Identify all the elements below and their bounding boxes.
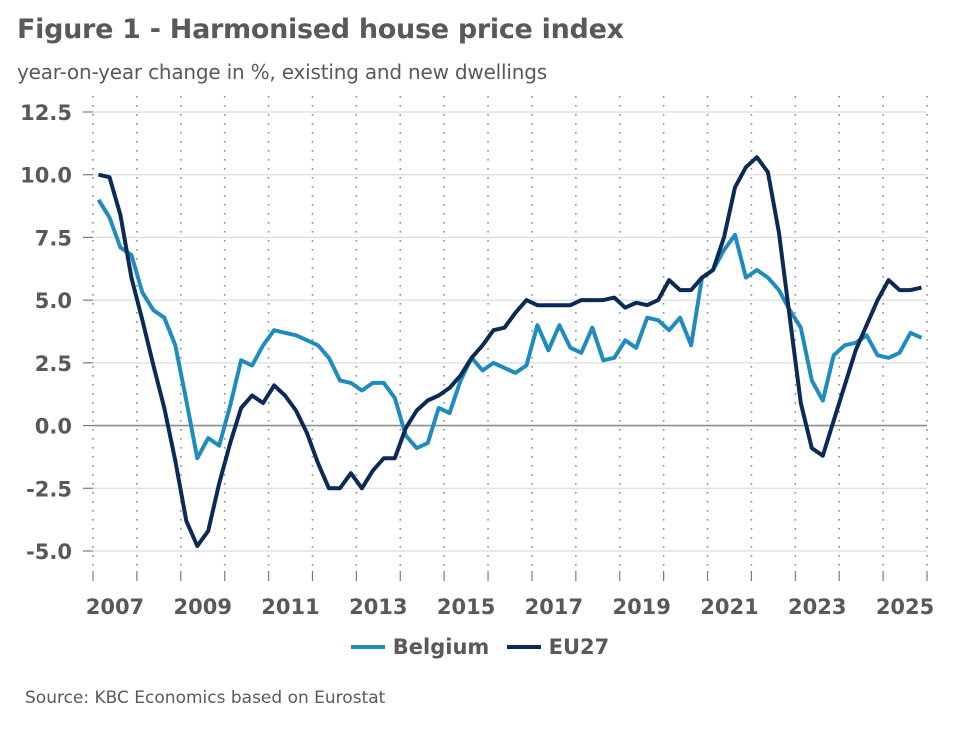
x-tick-label: 2019 (612, 595, 670, 619)
x-tick-label: 2011 (261, 595, 319, 619)
x-tick-label: 2015 (437, 595, 495, 619)
series-line-eu27 (98, 155, 922, 548)
y-tick-label: -2.5 (26, 477, 72, 501)
y-tick-label: 12.5 (20, 101, 72, 125)
legend-label-eu27: EU27 (548, 635, 610, 659)
y-tick-label: 5.0 (35, 289, 72, 313)
x-tick-label: 2017 (525, 595, 583, 619)
chart-subtitle: year-on-year change in %, existing and n… (17, 60, 547, 84)
y-tick-label: -5.0 (26, 540, 72, 564)
y-tick-label: 7.5 (35, 226, 72, 250)
y-tick-label: 10.0 (20, 164, 72, 188)
legend-item-belgium[interactable]: Belgium (350, 635, 490, 659)
legend-label-belgium: Belgium (392, 635, 490, 659)
legend-swatch-belgium (350, 645, 385, 649)
x-tick-label: 2007 (86, 595, 144, 619)
legend-item-eu27[interactable]: EU27 (506, 635, 610, 659)
series-line-belgium (96, 198, 923, 461)
y-tick-label: 2.5 (35, 352, 72, 376)
y-tick-label: 0.0 (35, 415, 72, 439)
y-axis: 12.5 10.0 7.5 5.0 2.5 0.0 -2.5 -5.0 (20, 101, 93, 564)
x-tick-label: 2021 (700, 595, 758, 619)
series-lines (96, 155, 923, 548)
x-tick-label: 2025 (876, 595, 934, 619)
x-tick-label: 2013 (349, 595, 407, 619)
legend-swatch-eu27 (506, 645, 541, 649)
source-note: Source: KBC Economics based on Eurostat (25, 688, 386, 708)
chart-title: Figure 1 - Harmonised house price index (17, 14, 624, 45)
x-tick-label: 2009 (174, 595, 232, 619)
x-axis: 2007 2009 2011 2013 2015 2017 2019 2021 2023 2025 (86, 571, 934, 619)
legend: Belgium EU27 (0, 630, 960, 659)
x-tick-label: 2023 (788, 595, 846, 619)
